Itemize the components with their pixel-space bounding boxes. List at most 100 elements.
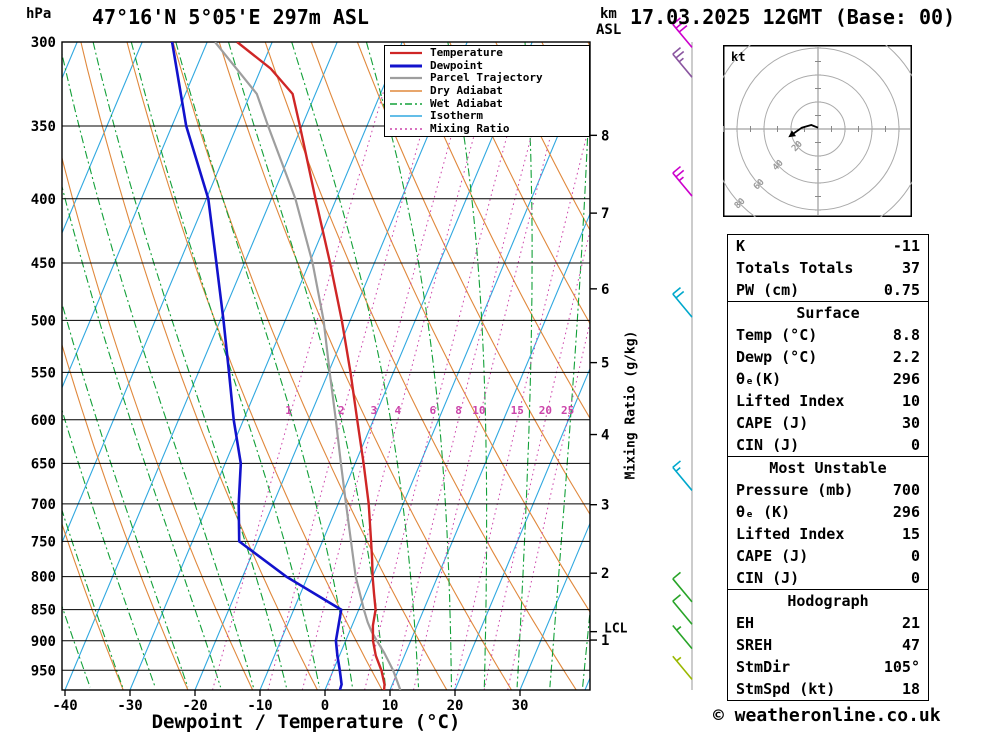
stats-value: 30 (901, 414, 920, 432)
stats-row: Lifted Index 15 (728, 523, 928, 545)
stats-label: Dewp (°C) (736, 348, 818, 366)
stats-label: Lifted Index (736, 525, 845, 543)
mixing-ratio-value-label: 6 (429, 404, 436, 417)
lcl-label: LCL (604, 622, 628, 637)
wind-barb (672, 571, 693, 603)
x-tick-label: -40 (52, 698, 77, 714)
pressure-tick-label: 400 (31, 192, 56, 208)
mixing-ratio-value-label: 1 (285, 404, 292, 417)
wind-barb (672, 17, 693, 48)
mixing-ratio-value-label: 15 (511, 404, 524, 417)
pressure-tick-label: 800 (31, 570, 56, 586)
legend-line-sample (390, 102, 422, 105)
km-tick-label: 1 (601, 633, 609, 649)
stats-section-header: Surface (796, 304, 860, 322)
pressure-tick-label: 650 (31, 456, 56, 472)
wind-barb-column (672, 17, 693, 690)
hodograph-unit-label: kt (731, 50, 745, 64)
wind-barb (672, 287, 693, 318)
stats-label: CIN (J) (736, 569, 800, 587)
stats-value: 8.8 (892, 326, 920, 344)
legend-line-sample (390, 128, 422, 130)
dry-adiabat-lines (62, 42, 590, 690)
wind-barb (672, 460, 693, 491)
km-tick-label: 4 (601, 428, 609, 444)
legend-label: Parcel Trajectory (430, 71, 543, 85)
stats-row: θₑ (K) 296 (728, 501, 928, 523)
stats-value: 0 (910, 569, 920, 587)
stats-label: CAPE (J) (736, 547, 809, 565)
stats-value: 296 (892, 503, 920, 521)
stats-label: θₑ(K) (736, 370, 782, 388)
stats-row: θₑ(K) 296 (728, 368, 928, 390)
x-tick-label: -20 (182, 698, 207, 714)
pressure-tick-label: 550 (31, 365, 56, 381)
dewpoint-curve (170, 42, 343, 690)
stats-value: 105° (883, 658, 920, 676)
wind-barb (672, 594, 693, 625)
stats-value: 47 (901, 636, 920, 654)
copyright-link[interactable]: © weatheronline.co.uk (713, 705, 941, 726)
x-tick-label: -10 (247, 698, 272, 714)
legend-item: Wet Adiabat (385, 97, 589, 110)
hodograph-trace-arrow (788, 130, 796, 138)
stats-row: StmDir 105° (728, 656, 928, 678)
stats-row: StmSpd (kt) 18 (728, 678, 928, 700)
mixing-ratio-value-label: 8 (455, 404, 462, 417)
stats-value: 10 (901, 392, 920, 410)
stats-value: 21 (901, 614, 920, 632)
stats-section-header: Most Unstable (769, 459, 887, 477)
pressure-tick-label: 750 (31, 534, 56, 550)
mixing-ratio-lines (212, 50, 590, 690)
stats-value: 18 (901, 680, 920, 698)
plot-border (61, 41, 591, 691)
stats-label: Pressure (mb) (736, 481, 854, 499)
stats-label: CIN (J) (736, 436, 800, 454)
legend-label: Temperature (430, 46, 503, 60)
stats-value: 37 (901, 259, 920, 277)
km-tick-label: 7 (601, 206, 609, 222)
legend-line-sample (390, 52, 422, 55)
stats-row: CIN (J) 0 (728, 434, 928, 456)
legend-label: Wet Adiabat (430, 96, 503, 110)
wind-barb (672, 655, 693, 680)
sounding-curves (170, 42, 402, 690)
stats-section: Surface Temp (°C) 8.8 Dewp (°C) 2.2 θₑ(K) 296 L… (727, 301, 929, 457)
legend-item: Mixing Ratio (385, 121, 589, 136)
mixing-ratio-value-label: 3 (370, 404, 377, 417)
mixing-ratio-value-label: 10 (472, 404, 485, 417)
km-tick-label: 8 (601, 128, 609, 144)
legend-item: Dewpoint (385, 59, 589, 73)
pressure-tick-label: 900 (31, 634, 56, 650)
stats-value: 0 (910, 436, 920, 454)
km-tick-label: 3 (601, 498, 609, 514)
stats-label: StmDir (736, 658, 791, 676)
legend-line-sample (390, 90, 422, 92)
stats-row: EH 21 (728, 612, 928, 634)
chart-legend: Temperature Dewpoint Parcel Trajectory Dry … (384, 45, 590, 138)
stats-row: Lifted Index 10 (728, 390, 928, 412)
legend-label: Isotherm (430, 109, 483, 123)
wind-barb (672, 625, 693, 650)
km-tick-label: 6 (601, 282, 609, 298)
stats-value: 700 (892, 481, 920, 499)
stats-row: Temp (°C) 8.8 (728, 324, 928, 346)
legend-label: Mixing Ratio (430, 121, 510, 135)
chart-background (62, 42, 590, 690)
legend-label: Dry Adiabat (430, 84, 503, 98)
pressure-gridlines: 300 350 400 450 500 550 600 650 700 750 800 850 900 9… (31, 35, 590, 679)
wind-barb (672, 47, 693, 78)
x-tick-label: 10 (382, 698, 399, 714)
temperature-curve (236, 42, 386, 690)
x-axis-title: Dewpoint / Temperature (°C) (151, 711, 461, 733)
stats-label: EH (736, 614, 755, 632)
pressure-tick-label: 500 (31, 313, 56, 329)
km-tick-label: 2 (601, 566, 609, 582)
parcel-trajectory-curve (214, 42, 402, 690)
mixing-ratio-axis-label: Mixing Ratio (g/kg) (623, 330, 639, 480)
stats-value: 0 (910, 547, 920, 565)
stats-panel: K -11 Totals Totals 37 PW (cm) 0.75 Surface Tem… (727, 234, 929, 701)
stats-section-header: Hodograph (787, 592, 869, 610)
stats-section: Hodograph EH 21 SREH 47 StmDir 105° StmSpd (kt)… (727, 589, 929, 701)
